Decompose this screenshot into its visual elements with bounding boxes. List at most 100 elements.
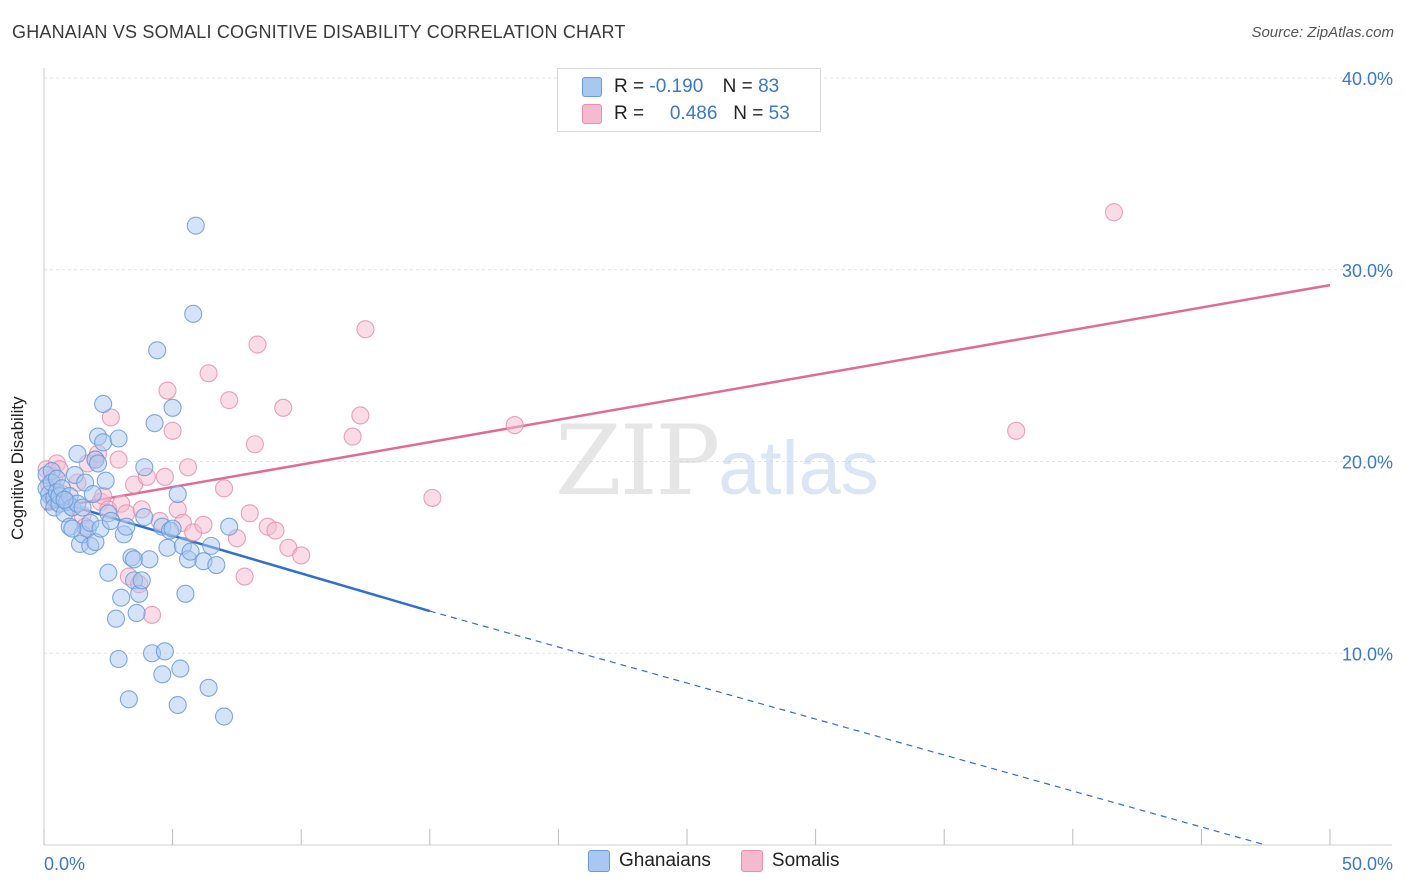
ghanaians-point: [163, 398, 182, 417]
ghanaians-point: [83, 485, 102, 504]
legend-r-label: R =: [614, 103, 645, 124]
ghanaians-trend-extension: [429, 610, 1266, 846]
ghanaians-point: [99, 563, 118, 582]
somalis-point: [1104, 203, 1124, 222]
ghanaians-point: [73, 498, 92, 517]
somalis-point: [109, 450, 128, 469]
ghanaians-point: [186, 216, 205, 235]
somalis-point: [274, 398, 293, 417]
y-axis-label: Cognitive Disability: [8, 396, 27, 540]
ghanaians-point: [153, 665, 172, 684]
somalis-point: [214, 479, 234, 498]
somalis-point: [163, 421, 182, 440]
ghanaians-point: [176, 584, 195, 603]
ghanaians-point: [55, 490, 74, 509]
legend-item-somalis[interactable]: Somalis: [740, 850, 840, 872]
legend-item-ghanaians[interactable]: Ghanaians: [588, 850, 711, 872]
ghanaians-point: [124, 550, 144, 569]
correlation-legend: R = -0.190 N = 83 R = 0.486 N = 53: [557, 68, 821, 132]
legend-r-label: R =: [614, 76, 645, 97]
ghanaians-point: [184, 304, 203, 323]
somalis-point: [248, 335, 267, 354]
legend-r-value: -0.190: [649, 76, 704, 97]
ghanaians-point: [148, 341, 167, 360]
ghanaians-point: [202, 536, 221, 555]
somalis-point: [142, 605, 162, 624]
somalis-point: [245, 435, 264, 454]
legend-n-label: N =: [722, 76, 753, 97]
ghanaians-point: [171, 659, 190, 678]
somalis-point: [1007, 421, 1026, 440]
somalis-point: [155, 467, 174, 486]
x-tick-label: 0.0%: [44, 854, 85, 874]
chart-title: GHANAIAN VS SOMALI COGNITIVE DISABILITY …: [12, 22, 626, 42]
ghanaians-point: [168, 695, 187, 715]
somalis-point: [194, 515, 213, 534]
ghanaians-point: [68, 444, 87, 463]
x-tick-label: 50.0%: [1342, 854, 1393, 874]
somalis-point: [220, 391, 239, 410]
watermark: ZIPatlas: [555, 405, 879, 517]
axes: [43, 68, 1392, 846]
ghanaians-point: [117, 517, 136, 536]
data-points: [37, 203, 1124, 726]
ghanaians-point: [168, 485, 187, 504]
ghanaians-point: [132, 571, 151, 590]
legend-row-ghanaians: R = -0.190 N = 83: [582, 75, 779, 99]
somalis-point: [356, 320, 375, 339]
ghanaians-point: [112, 588, 131, 607]
y-tick-label: 10.0%: [1342, 644, 1393, 664]
ghanaians-point: [96, 471, 115, 490]
legend-label-ghanaians: Ghanaians: [619, 850, 711, 871]
somalis-legend-swatch: [740, 850, 763, 872]
somalis-trend-line: [43, 283, 1331, 511]
somalis-point: [101, 408, 120, 427]
legend-label-somalis: Somalis: [771, 850, 840, 871]
somalis-point: [158, 381, 177, 400]
somalis-point: [351, 406, 370, 425]
ghanaians-point: [181, 542, 200, 561]
watermark-zip: ZIP: [555, 405, 720, 517]
ghanaians-point: [101, 511, 120, 530]
ghanaians-legend-swatch: [588, 850, 610, 872]
ghanaians-point: [63, 519, 82, 538]
somalis-point: [240, 504, 259, 523]
ghanaians-point: [94, 394, 113, 414]
source-label: Source: ZipAtlas.com: [1251, 24, 1394, 41]
ghanaians-point: [109, 649, 128, 669]
ghanaians-point: [199, 678, 218, 697]
y-tick-label: 40.0%: [1342, 69, 1393, 89]
somalis-point: [423, 488, 442, 507]
ghanaians-point: [135, 458, 154, 477]
somalis-point: [343, 427, 362, 446]
ghanaians-point: [127, 603, 146, 623]
ghanaians-point: [214, 707, 234, 726]
legend-row-somalis: R = 0.486 N = 53: [582, 102, 790, 126]
somalis-point: [505, 416, 524, 435]
tick-labels: 10.0% 20.0% 30.0% 40.0% 0.0% 50.0%: [44, 69, 1393, 874]
gridlines: [44, 77, 1392, 654]
y-tick-label: 30.0%: [1342, 261, 1393, 281]
ghanaians-point: [155, 642, 174, 661]
y-tick-label: 20.0%: [1342, 453, 1393, 473]
ghanaians-point: [94, 433, 113, 452]
legend-r-value: 0.486: [669, 103, 718, 124]
trend-lines: [43, 283, 1331, 846]
ghanaians-point: [145, 414, 164, 433]
ghanaians-point: [109, 429, 128, 448]
somalis-swatch: [582, 104, 602, 124]
ghanaians-point: [207, 555, 226, 575]
ghanaians-point: [220, 517, 239, 536]
legend-n-value: 53: [768, 103, 790, 124]
somalis-point: [266, 521, 285, 540]
ghanaians-point: [140, 550, 159, 569]
ghanaians-point: [106, 609, 126, 628]
legend-n-label: N =: [733, 103, 764, 124]
series-legend: Ghanaians Somalis: [588, 850, 869, 872]
somalis-point: [199, 364, 218, 383]
ghanaians-point: [158, 538, 177, 557]
ghanaians-point: [135, 508, 154, 527]
somalis-point: [235, 567, 254, 586]
ghanaians-point: [88, 454, 108, 473]
